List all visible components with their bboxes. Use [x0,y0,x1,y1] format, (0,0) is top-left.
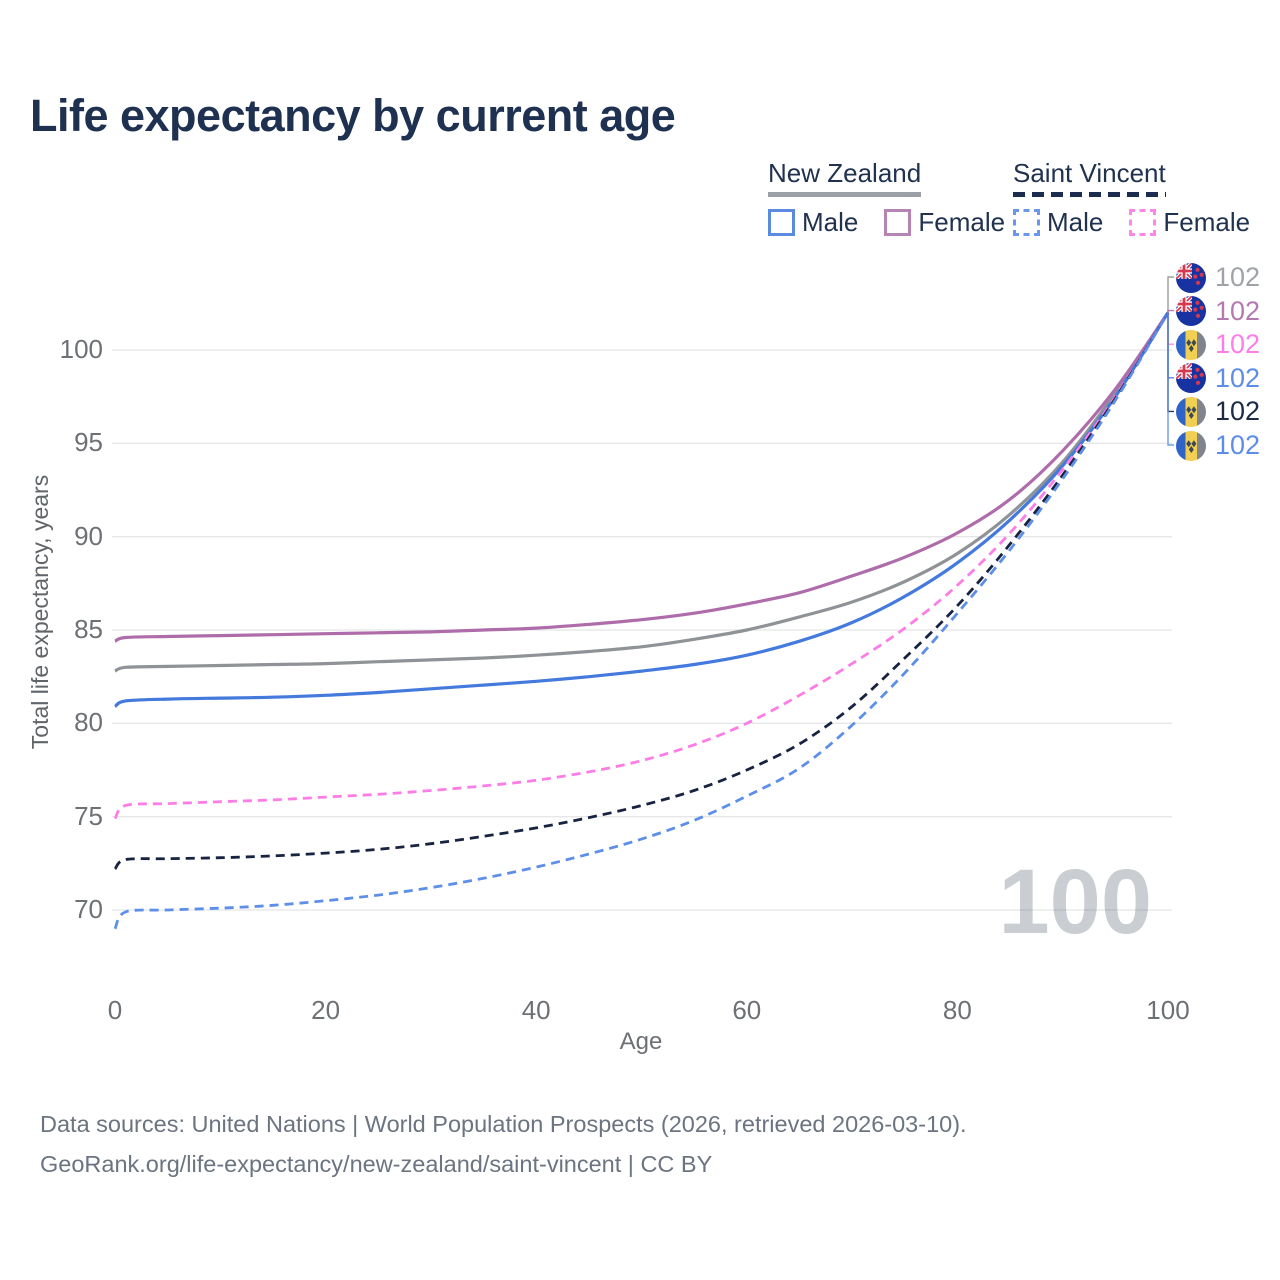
legend-item-nz-male[interactable]: Male [768,207,858,238]
x-tick-label-100: 100 [1146,995,1190,1025]
x-tick-label-40: 40 [521,995,551,1025]
legend-label: Female [1163,207,1251,237]
end-label-connector [1167,276,1174,313]
y-tick-label-85: 85 [74,614,103,644]
saint-vincent-flag-icon [1176,329,1206,360]
legend-item-vc-female[interactable]: Female [1129,207,1250,238]
nz-female-swatch-icon [884,209,912,236]
saint-vincent-flag-icon [1176,430,1206,461]
end-value-label: 102 [1215,362,1261,393]
x-axis-title: Age [619,1028,663,1055]
y-tick-label-80: 80 [74,707,103,738]
end-value-row-new-zealand-female: 102 [1176,296,1260,327]
end-label-connector [1167,312,1174,379]
nz-male-swatch-icon [768,209,795,236]
legend-item-vc-male[interactable]: Male [1013,207,1103,238]
end-value-label: 102 [1215,262,1261,292]
legend-underline-new-zealand [768,192,922,197]
y-tick-label-75: 75 [74,800,103,831]
x-tick-label-0: 0 [107,995,123,1025]
legend-label: Female [918,207,1006,237]
end-value-label: 102 [1215,329,1261,360]
y-tick-label-95: 95 [74,427,103,458]
x-tick-label-60: 60 [732,995,762,1025]
y-tick-label-70: 70 [74,894,103,924]
series-line-saint-vincent-female [113,311,1170,820]
legend-item-nz-female[interactable]: Female [884,207,1005,238]
end-label-connector [1167,312,1174,446]
y-tick-label-100: 100 [59,334,103,364]
footer: Data sources: United Nations | World Pop… [40,1104,967,1184]
saint-vincent-flag-icon [1176,396,1206,427]
legend-country-new-zealand[interactable]: New Zealand [768,158,922,188]
end-label-connector [1167,309,1174,313]
current-age-watermark: 100 [998,851,1153,953]
x-tick-label-20: 20 [311,995,341,1025]
legend-label: Male [802,207,859,237]
data-sources-text: Data sources: United Nations | World Pop… [40,1111,967,1137]
y-tick-label-90: 90 [74,520,103,551]
end-value-row-new-zealand-male: 102 [1176,363,1260,394]
page-title: Life expectancy by current age [30,90,676,141]
new-zealand-flag-icon [1176,363,1206,394]
vc-male-swatch-icon [1013,209,1040,236]
vc-female-swatch-icon [1129,209,1157,236]
legend-group-saint-vincent: Saint Vincent Male Female [1013,158,1250,238]
x-tick-label-80: 80 [942,995,972,1025]
new-zealand-flag-icon [1176,296,1206,327]
end-label-connector [1167,312,1174,345]
series-line-saint-vincent-male [113,311,1170,930]
series-line-new-zealand-male [114,311,1170,708]
series-line-new-zealand-female [114,311,1170,643]
end-value-row-saint-vincent-total: 102 [1176,396,1260,427]
end-value-label: 102 [1215,430,1261,460]
end-label-connector [1167,312,1174,413]
end-value-row-saint-vincent-male: 102 [1176,430,1260,461]
legend-group-new-zealand: New Zealand Male Female [768,158,1005,238]
legend-country-saint-vincent[interactable]: Saint Vincent [1013,158,1166,188]
georank-url-text: GeoRank.org/life-expectancy/new-zealand/… [40,1151,713,1177]
end-value-row-saint-vincent-female: 102 [1176,329,1260,360]
legend-label: Male [1047,207,1104,237]
end-value-label: 102 [1215,295,1261,326]
end-value-label: 102 [1215,396,1261,427]
legend-underline-saint-vincent [1013,192,1166,197]
series-line-new-zealand-total [114,311,1170,673]
series-line-saint-vincent-total [113,311,1170,870]
new-zealand-flag-icon [1176,262,1206,293]
end-value-row-new-zealand-total: 102 [1176,262,1260,293]
